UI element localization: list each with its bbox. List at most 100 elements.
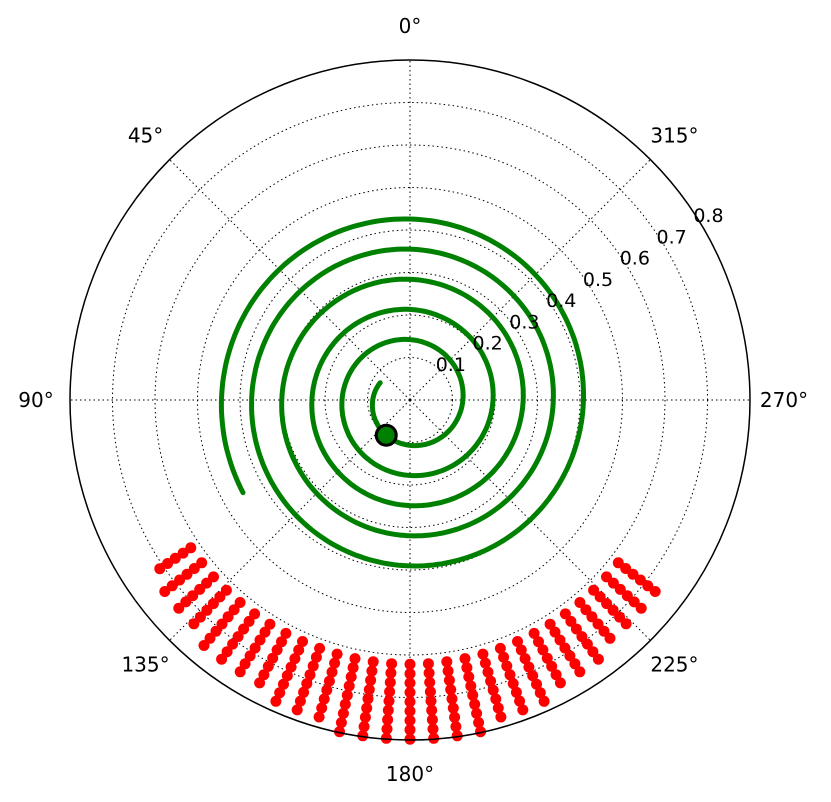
data-dot <box>586 611 598 623</box>
data-dot <box>550 669 562 681</box>
data-dot <box>612 557 624 569</box>
data-dot <box>465 680 477 692</box>
data-dot <box>404 668 416 680</box>
data-dot <box>196 557 208 569</box>
data-dot <box>334 726 345 738</box>
data-dot <box>318 693 330 705</box>
data-dot <box>254 677 266 689</box>
data-dot <box>329 657 341 669</box>
theta-tick-label: 315° <box>650 124 698 148</box>
data-dot <box>293 644 305 656</box>
data-dot <box>307 660 319 672</box>
data-dot <box>467 689 479 701</box>
data-dot <box>258 669 270 681</box>
theta-tick-label: 180° <box>386 762 434 786</box>
data-dot <box>404 733 416 745</box>
data-dot <box>404 677 416 689</box>
data-dot <box>174 574 186 586</box>
data-dot <box>487 684 499 696</box>
data-dot <box>507 678 519 690</box>
data-dot <box>544 618 556 630</box>
data-dot <box>216 618 228 630</box>
data-dot <box>441 656 453 668</box>
data-dot <box>363 684 375 696</box>
data-dot <box>316 702 328 714</box>
r-tick-label: 0.6 <box>620 248 650 270</box>
r-tick-label: 0.3 <box>509 311 539 333</box>
data-dot <box>337 707 349 719</box>
data-dot <box>304 669 316 681</box>
data-dot <box>383 695 395 707</box>
data-dot <box>475 726 486 738</box>
data-dot <box>314 642 326 654</box>
data-dot <box>381 723 393 735</box>
data-dot <box>473 717 485 729</box>
center-point <box>408 398 412 402</box>
data-dot <box>365 674 377 686</box>
data-dot <box>492 702 504 714</box>
data-dot <box>201 604 213 616</box>
data-dot <box>620 618 632 630</box>
data-dot <box>443 674 455 686</box>
r-tick-label: 0.8 <box>693 205 723 227</box>
data-dot <box>341 689 353 701</box>
data-dot <box>366 665 378 677</box>
data-dot <box>276 636 287 648</box>
data-dot <box>404 658 416 670</box>
data-dot <box>538 695 550 707</box>
data-dot <box>173 602 185 614</box>
data-dot <box>446 693 458 705</box>
data-dot <box>471 707 483 719</box>
data-dot <box>280 627 292 639</box>
data-dot <box>384 686 396 698</box>
data-dot <box>386 658 398 670</box>
data-dot <box>523 661 535 673</box>
grid-circle-6 <box>154 144 666 656</box>
data-dot <box>514 695 526 707</box>
data-dot <box>347 662 359 674</box>
data-dot <box>565 615 577 627</box>
outer-frame <box>69 59 751 741</box>
data-dot <box>423 667 435 679</box>
data-dot <box>442 665 454 677</box>
data-dot <box>313 711 325 723</box>
data-dot <box>357 730 369 742</box>
data-dot <box>185 542 197 554</box>
data-dot <box>404 696 416 708</box>
start-marker <box>374 423 398 447</box>
data-dot <box>382 704 394 716</box>
data-dot <box>469 698 481 710</box>
theta-tick-label: 135° <box>121 652 169 676</box>
data-dot <box>504 669 516 681</box>
data-dot <box>301 678 313 690</box>
data-dot <box>274 687 286 699</box>
spiral-path <box>218 216 586 569</box>
grid-circle-4 <box>239 229 581 571</box>
data-dot <box>367 656 379 668</box>
data-dot <box>426 714 438 726</box>
data-dot <box>649 586 661 597</box>
data-dot <box>278 678 289 690</box>
data-dot <box>281 670 293 682</box>
data-dot <box>180 596 192 608</box>
data-dot <box>194 583 206 595</box>
data-dot <box>447 702 459 714</box>
data-dot <box>559 642 571 654</box>
data-dot <box>426 704 438 716</box>
grid-group <box>70 60 750 740</box>
data-dot <box>450 721 462 733</box>
r-tick-label: 0.4 <box>546 290 576 312</box>
data-dot <box>385 667 397 679</box>
data-dot <box>627 568 639 580</box>
data-dot <box>162 558 174 569</box>
data-dot <box>485 675 497 687</box>
data-dot <box>343 680 355 692</box>
data-dot <box>570 623 582 635</box>
data-dot <box>569 658 581 670</box>
data-dot <box>592 653 604 665</box>
data-dot <box>264 618 276 630</box>
data-dot <box>339 698 351 710</box>
data-dot <box>271 644 283 656</box>
data-dot <box>298 686 310 698</box>
